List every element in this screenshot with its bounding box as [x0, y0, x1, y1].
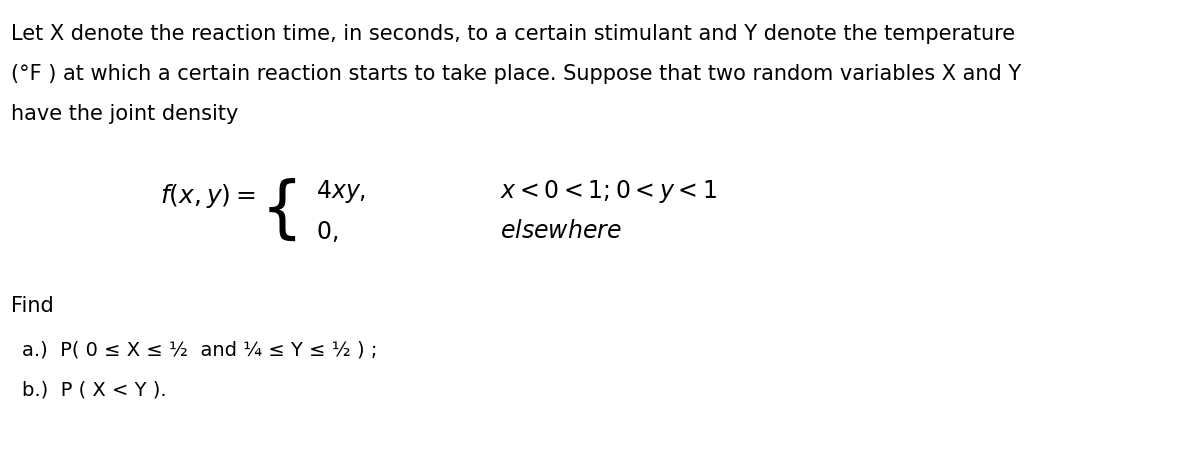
Text: have the joint density: have the joint density — [11, 104, 239, 123]
Text: $4xy,$: $4xy,$ — [317, 178, 366, 205]
Text: b.)  P ( X < Y ).: b.) P ( X < Y ). — [23, 381, 167, 399]
Text: $elsewhere$: $elsewhere$ — [499, 220, 622, 243]
Text: $0,$: $0,$ — [317, 219, 338, 244]
Text: Let X denote the reaction time, in seconds, to a certain stimulant and Y denote : Let X denote the reaction time, in secon… — [11, 24, 1015, 43]
Text: Find: Find — [11, 296, 54, 316]
Text: $f(x,y) =$: $f(x,y) =$ — [160, 182, 256, 211]
Text: (°F ) at which a certain reaction starts to take place. Suppose that two random : (°F ) at which a certain reaction starts… — [11, 64, 1021, 83]
Text: a.)  P( 0 ≤ X ≤ ½  and ¼ ≤ Y ≤ ½ ) ;: a.) P( 0 ≤ X ≤ ½ and ¼ ≤ Y ≤ ½ ) ; — [23, 341, 378, 359]
Text: {: { — [260, 178, 304, 244]
Text: $x < 0 < 1; 0 < y < 1$: $x < 0 < 1; 0 < y < 1$ — [499, 178, 716, 205]
